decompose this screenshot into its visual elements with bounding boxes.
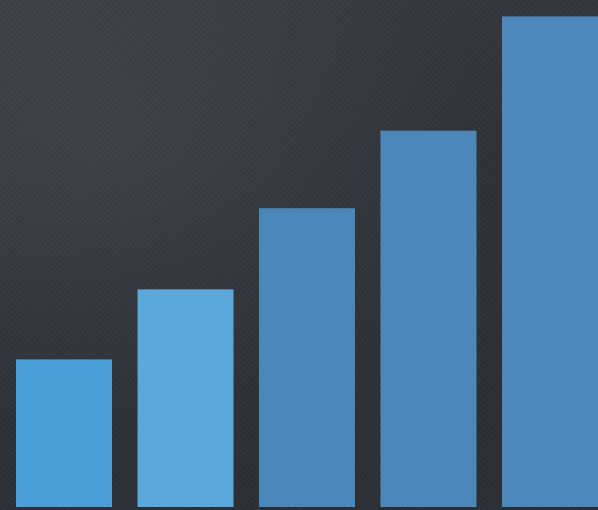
bar-2	[137, 289, 234, 507]
bar-group	[16, 16, 598, 508]
bar-1	[16, 359, 112, 507]
bar-5	[502, 16, 598, 508]
bar-3	[259, 208, 355, 507]
bar-4	[380, 130, 477, 507]
